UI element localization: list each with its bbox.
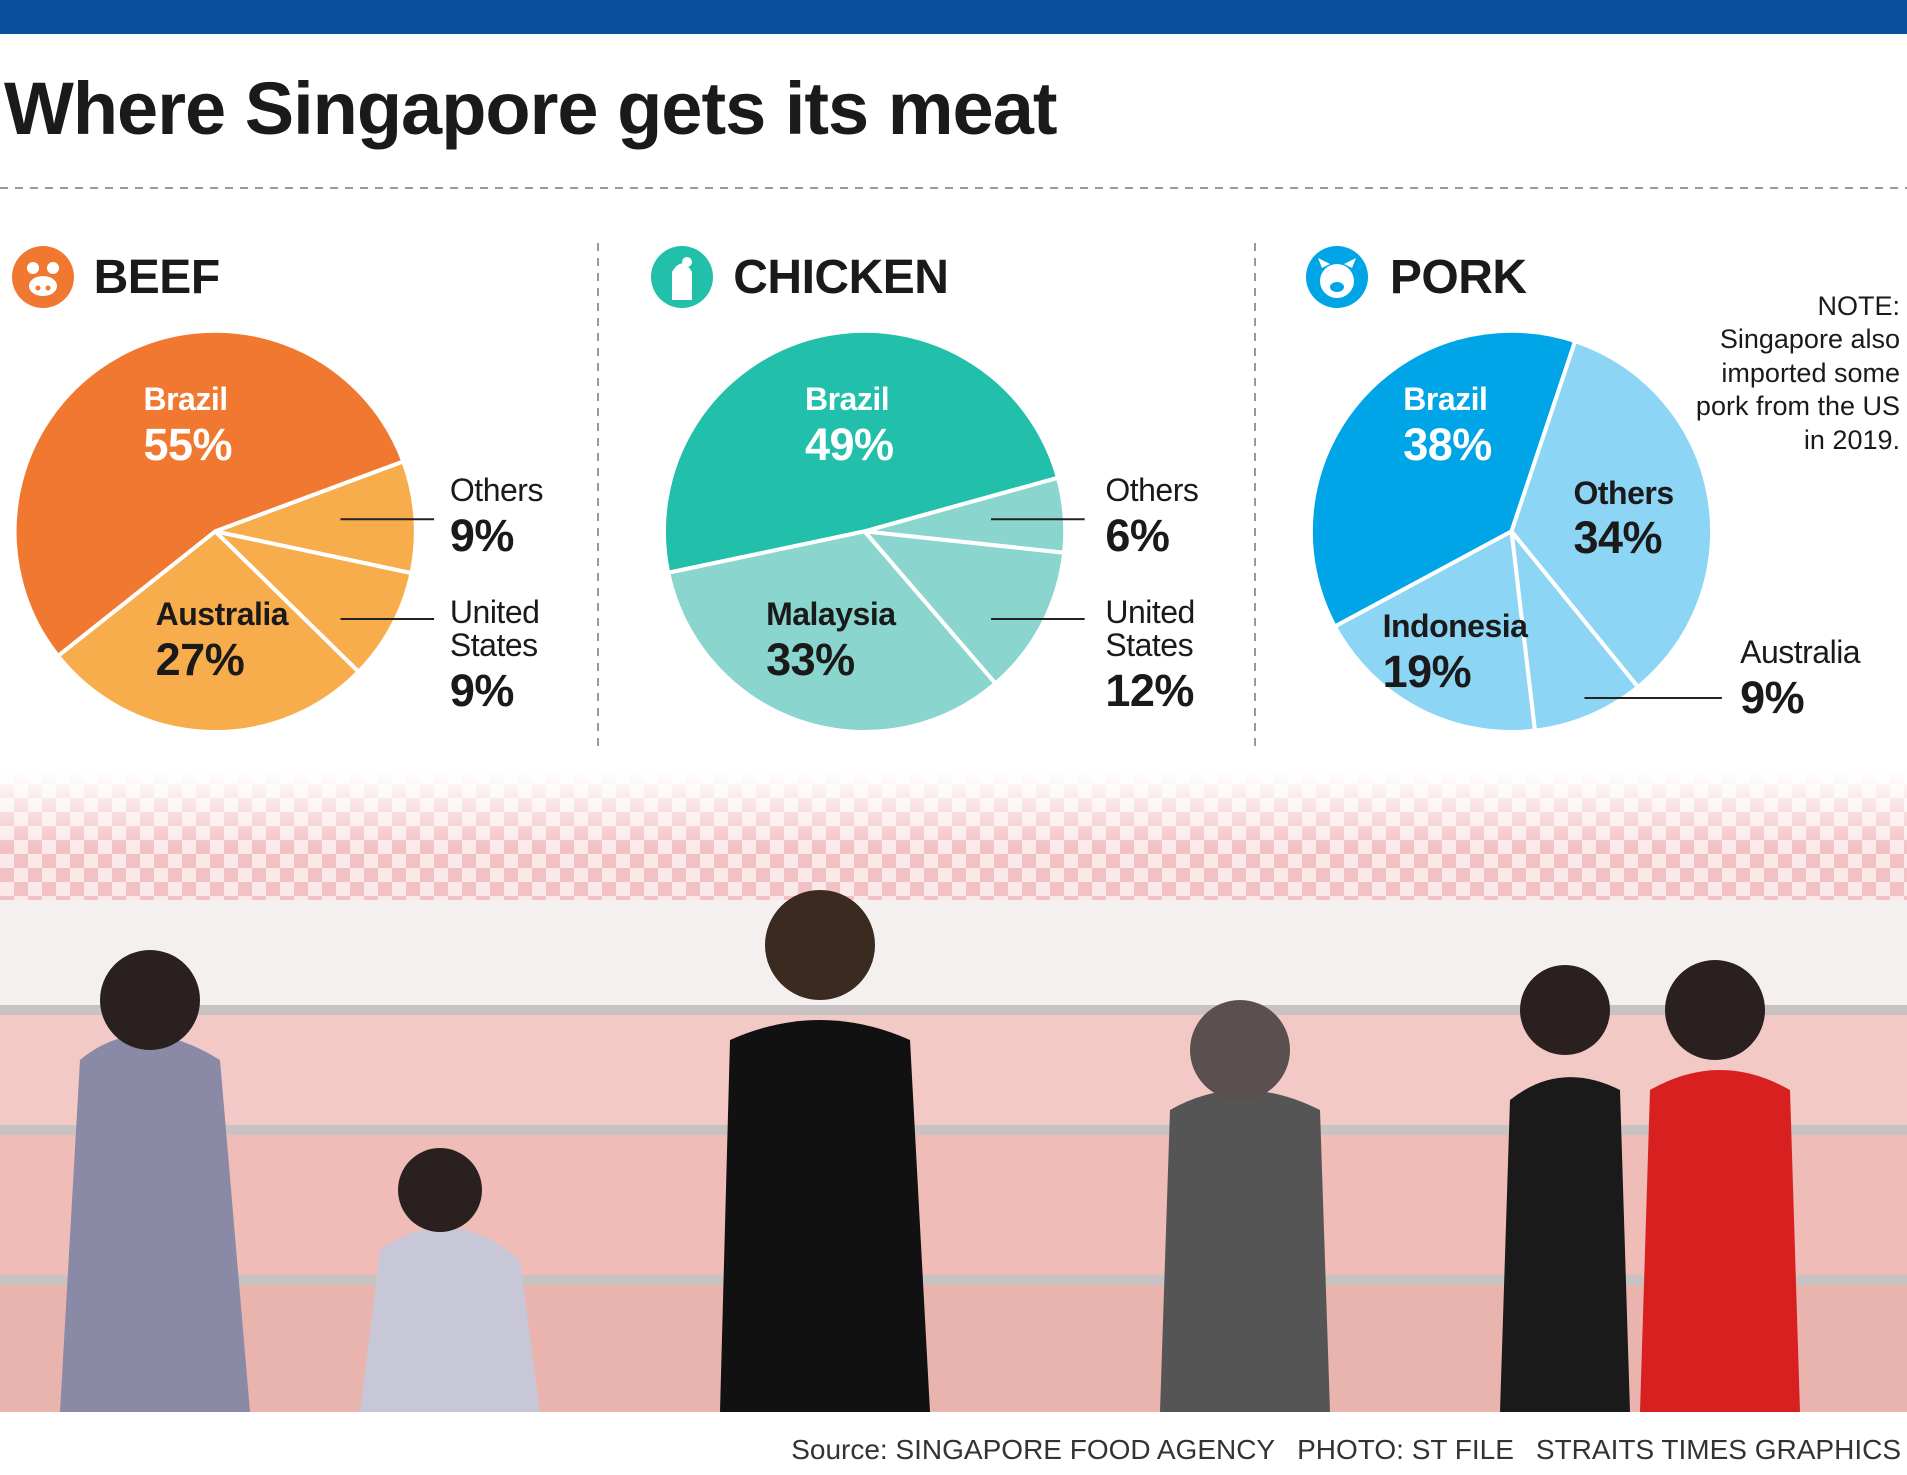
- category-label: Brazil: [804, 381, 890, 418]
- slice-label: Malaysia 33%: [766, 596, 896, 685]
- pie-slice: [661, 328, 1060, 575]
- category-label: Brazil: [143, 381, 228, 418]
- slice-label: United States 12%: [1105, 593, 1215, 717]
- chart-title: PORK: [1389, 251, 1527, 304]
- category-label: Brazil: [1403, 381, 1488, 418]
- category-label: Malaysia: [766, 596, 896, 633]
- value-label: 9%: [449, 509, 515, 561]
- slice-label: Australia 27%: [155, 596, 289, 685]
- value-label: 49%: [804, 418, 894, 470]
- value-label: 19%: [1382, 646, 1472, 698]
- pie-slice: [666, 529, 998, 734]
- category-label: Others: [1105, 472, 1199, 509]
- pie-slice: [213, 459, 418, 576]
- value-label: 9%: [449, 665, 515, 717]
- pie-slice: [1332, 529, 1537, 735]
- category-label: United States: [449, 593, 540, 664]
- value-label: 34%: [1573, 512, 1663, 564]
- value-label: 6%: [1105, 509, 1170, 561]
- slice-label: Australia 9%: [1740, 633, 1861, 723]
- note-heading: NOTE:: [1817, 291, 1900, 321]
- pie-slice: [1509, 529, 1641, 733]
- pork-icon: [1306, 246, 1368, 308]
- chart-title: CHICKEN: [733, 251, 949, 304]
- value-label: 9%: [1740, 671, 1805, 723]
- slice-label: Brazil 38%: [1403, 381, 1492, 470]
- value-label: 38%: [1403, 418, 1492, 470]
- pie-slice: [213, 529, 414, 674]
- category-label: Australia: [1740, 633, 1861, 670]
- note: NOTE: Singapore also imported some pork …: [1685, 290, 1900, 457]
- note-text: Singapore also imported some pork from t…: [1695, 324, 1900, 455]
- credit: Source: SINGAPORE FOOD AGENCY: [791, 1434, 1276, 1465]
- credit: PHOTO: ST FILE: [1297, 1434, 1514, 1465]
- category-label: Australia: [155, 596, 289, 633]
- pie-slice: [1509, 339, 1715, 690]
- value-label: 27%: [155, 633, 245, 685]
- beef-icon: [12, 246, 74, 308]
- pie-slice: [1308, 328, 1578, 629]
- pie-slice: [862, 529, 1067, 686]
- top-bar: [0, 0, 1907, 34]
- category-label: Others: [449, 472, 544, 509]
- slice-label: Others 9%: [449, 472, 544, 561]
- slice-label: United States 9%: [449, 593, 560, 717]
- slice-label: Brazil 55%: [143, 381, 233, 470]
- slice-label: Others 6%: [1105, 472, 1199, 561]
- credits: Source: SINGAPORE FOOD AGENCY PHOTO: ST F…: [769, 1434, 1901, 1466]
- slice-label: Indonesia 19%: [1382, 608, 1528, 698]
- category-label: Indonesia: [1382, 608, 1528, 645]
- chart-title: BEEF: [93, 251, 221, 304]
- category-label: United States: [1105, 593, 1195, 664]
- slice-label: Others 34%: [1573, 474, 1675, 564]
- pie-slice: [12, 328, 406, 659]
- slice-label: Brazil 49%: [804, 381, 894, 470]
- pie-slice: [55, 529, 361, 734]
- category-label: Others: [1573, 474, 1675, 511]
- value-label: 55%: [143, 418, 233, 470]
- headline: Where Singapore gets its meat: [4, 67, 1057, 150]
- credit: STRAITS TIMES GRAPHICS: [1535, 1434, 1901, 1465]
- chicken-icon: [651, 246, 713, 308]
- value-label: 33%: [766, 633, 855, 685]
- photo: [0, 772, 1907, 1412]
- value-label: 12%: [1105, 665, 1194, 717]
